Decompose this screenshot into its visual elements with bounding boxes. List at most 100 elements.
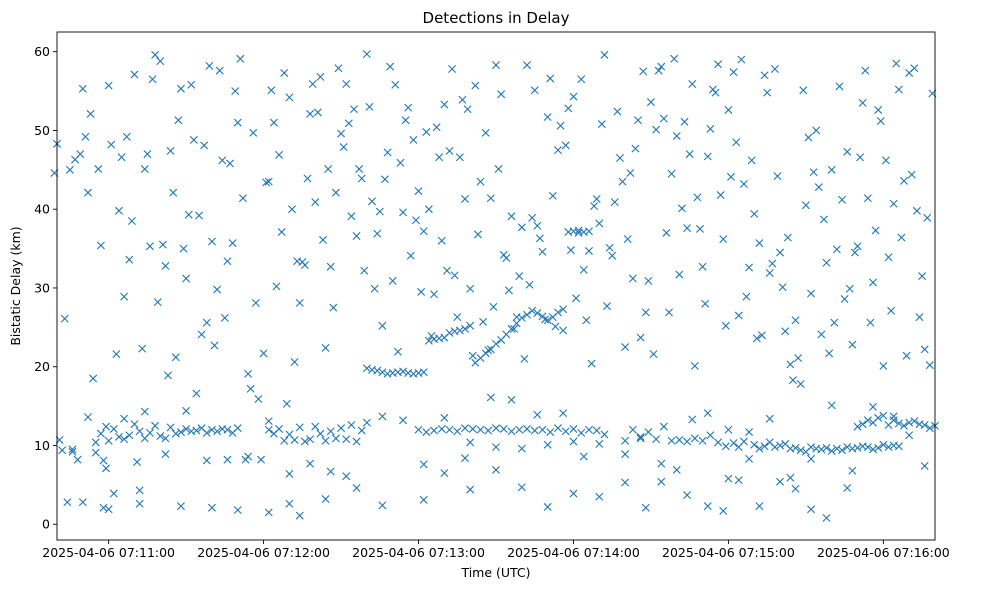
data-point — [672, 131, 681, 140]
data-point — [99, 503, 108, 512]
data-point — [760, 442, 769, 451]
data-point — [303, 174, 312, 183]
data-point — [145, 242, 154, 251]
data-point — [130, 420, 139, 429]
data-point — [910, 417, 919, 426]
data-point — [858, 98, 867, 107]
data-point — [835, 82, 844, 91]
data-point — [96, 241, 105, 250]
data-point — [734, 476, 743, 485]
data-point — [522, 424, 531, 433]
data-point — [502, 254, 511, 263]
data-point — [233, 118, 242, 127]
data-point — [404, 103, 413, 112]
data-point — [437, 236, 446, 245]
data-point — [391, 80, 400, 89]
data-point — [788, 376, 797, 385]
data-point — [135, 427, 144, 436]
data-point — [879, 440, 888, 449]
data-point — [796, 380, 805, 389]
data-point — [838, 195, 847, 204]
data-point — [393, 347, 402, 356]
data-point — [264, 417, 273, 426]
data-point — [610, 198, 619, 207]
data-point — [306, 109, 315, 118]
data-point — [368, 197, 377, 206]
data-point — [285, 93, 294, 102]
data-point — [254, 395, 263, 404]
data-point — [220, 313, 229, 322]
data-point — [326, 467, 335, 476]
data-point — [688, 415, 697, 424]
data-point — [282, 399, 291, 408]
data-point — [468, 351, 477, 360]
data-point — [528, 213, 537, 222]
data-point — [874, 413, 883, 422]
data-point — [300, 437, 309, 446]
data-point — [659, 422, 668, 431]
data-point — [703, 152, 712, 161]
data-point — [667, 436, 676, 445]
data-point — [807, 505, 816, 514]
data-point — [104, 81, 113, 90]
data-point — [238, 194, 247, 203]
data-point — [538, 425, 547, 434]
data-point — [96, 429, 105, 438]
data-point — [819, 215, 828, 224]
data-point — [244, 452, 253, 461]
data-point — [207, 237, 216, 246]
data-point — [517, 313, 526, 322]
data-point — [659, 114, 668, 123]
data-point — [499, 424, 508, 433]
data-point — [615, 154, 624, 163]
data-point — [94, 165, 103, 174]
data-point — [104, 505, 113, 514]
data-point — [683, 491, 692, 500]
data-point — [621, 343, 630, 352]
data-point — [339, 143, 348, 151]
data-point — [559, 409, 568, 418]
data-point — [693, 193, 702, 202]
data-point — [78, 84, 87, 93]
data-point — [473, 230, 482, 239]
data-point — [321, 343, 330, 352]
data-point — [466, 321, 475, 330]
data-point — [636, 333, 645, 342]
data-point — [745, 263, 754, 272]
data-point — [486, 393, 495, 402]
data-point — [430, 426, 439, 435]
data-point — [755, 239, 764, 248]
data-point — [894, 85, 903, 94]
data-point — [897, 233, 906, 242]
data-point — [489, 302, 498, 311]
data-point — [58, 446, 67, 455]
data-point — [817, 330, 826, 339]
data-point — [770, 65, 779, 74]
data-point — [432, 123, 441, 132]
data-point — [352, 437, 361, 446]
data-point — [306, 459, 315, 468]
data-point — [311, 198, 320, 207]
data-point — [900, 421, 909, 430]
data-point — [683, 437, 692, 446]
data-point — [453, 313, 462, 322]
data-point — [347, 212, 356, 221]
data-point — [652, 125, 661, 134]
data-point — [267, 86, 276, 95]
data-point — [213, 285, 222, 294]
data-point — [569, 489, 578, 498]
data-point — [889, 412, 898, 421]
data-point — [608, 251, 617, 260]
data-point — [120, 292, 129, 301]
data-point — [577, 428, 586, 437]
data-point — [727, 172, 735, 181]
data-point — [463, 105, 472, 114]
data-point — [481, 128, 490, 137]
data-point — [530, 426, 539, 435]
data-point — [373, 366, 382, 375]
data-point — [192, 426, 201, 435]
data-point — [176, 84, 185, 93]
data-point — [714, 60, 723, 69]
data-point — [776, 248, 785, 257]
data-point — [277, 228, 286, 237]
